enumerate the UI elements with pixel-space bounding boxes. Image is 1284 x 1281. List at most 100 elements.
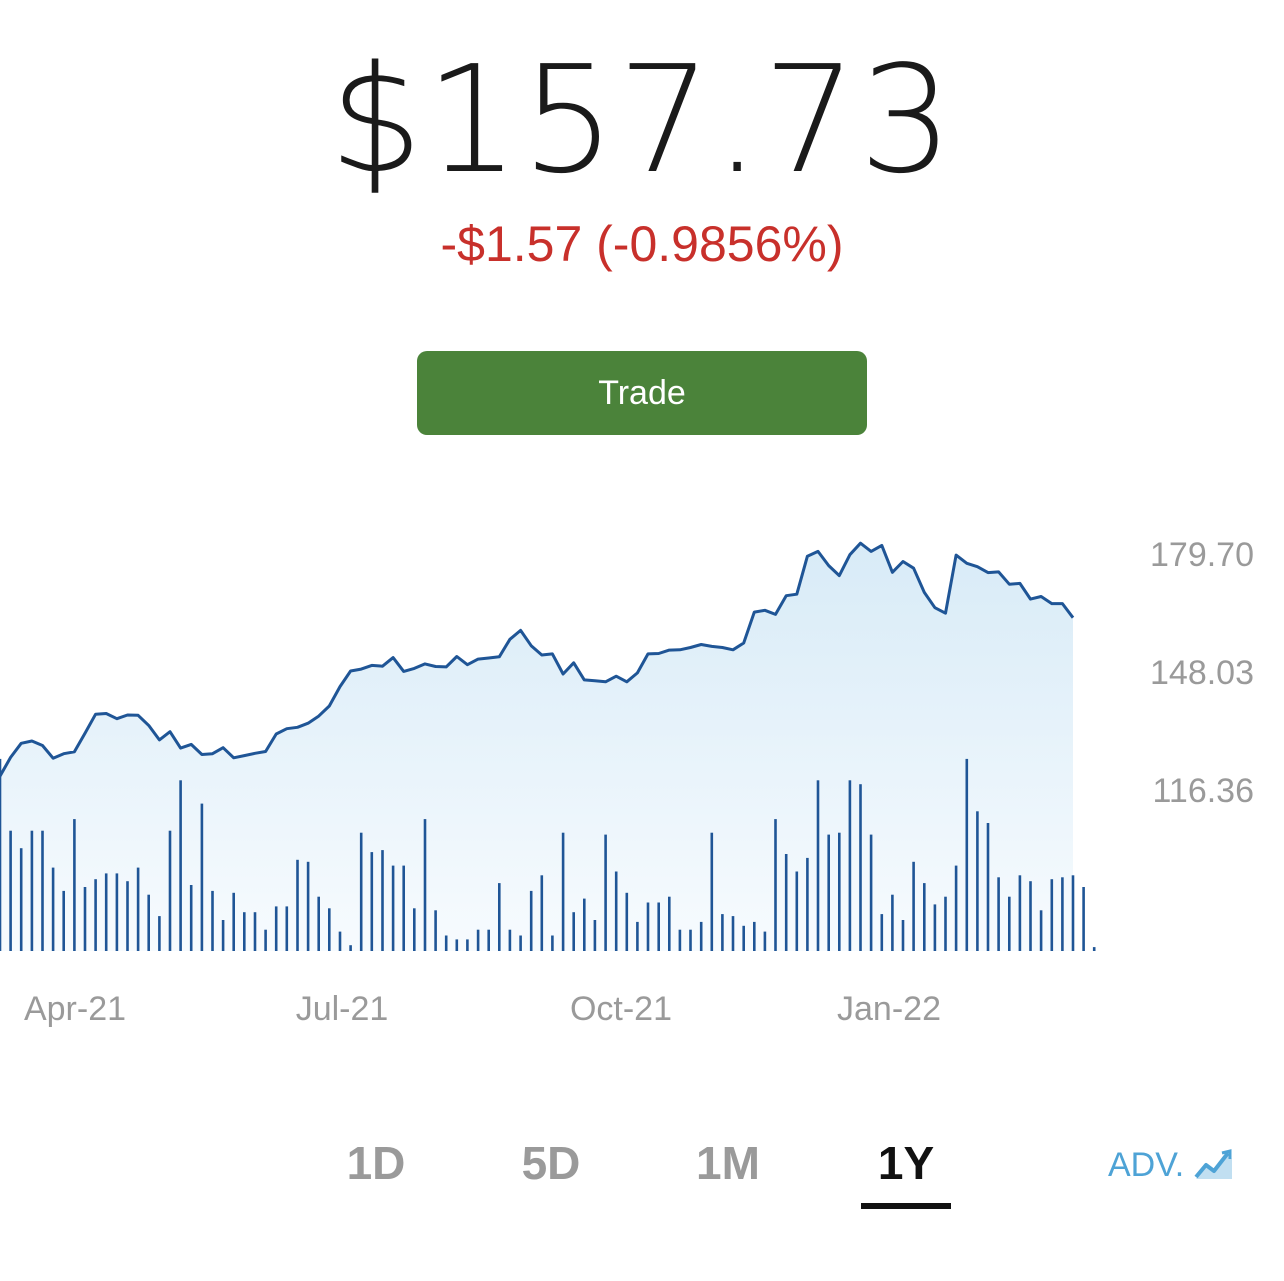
volume-bar xyxy=(774,819,777,951)
y-tick-label: 116.36 xyxy=(1153,772,1254,810)
volume-bar xyxy=(593,920,597,951)
volume-bar xyxy=(668,896,671,951)
volume-bar xyxy=(869,834,873,951)
adv-label: ADV. xyxy=(1108,1145,1185,1184)
trade-button[interactable]: Trade xyxy=(417,351,867,435)
volume-bar xyxy=(1029,881,1032,951)
volume-bar xyxy=(391,865,395,951)
price-line xyxy=(0,541,1075,777)
x-tick-label: Jul-21 xyxy=(296,990,389,1028)
volume-bar xyxy=(954,865,958,951)
volume-bar xyxy=(933,904,937,951)
volume-bar xyxy=(572,912,575,951)
volume-bar xyxy=(243,912,246,951)
tab-1d[interactable]: 1D xyxy=(346,1137,406,1189)
volume-bar xyxy=(806,857,809,951)
tab-5d[interactable]: 5D xyxy=(521,1137,581,1189)
volume-bar xyxy=(0,758,2,951)
volume-bar xyxy=(1050,879,1054,951)
volume-bar xyxy=(221,920,225,951)
volume-bar xyxy=(965,758,969,951)
volume-bar xyxy=(784,854,788,951)
volume-bar xyxy=(646,902,650,951)
timeframe-tabs: 1D 5D 1M 1Y xyxy=(0,1130,1284,1220)
volume-bar xyxy=(944,896,947,951)
volume-bar xyxy=(9,830,12,951)
volume-bar xyxy=(455,939,459,951)
advanced-chart-icon xyxy=(1194,1149,1233,1179)
volume-bar xyxy=(1082,887,1085,951)
volume-bar xyxy=(604,834,607,951)
volume-bar xyxy=(753,921,756,951)
volume-bar xyxy=(923,883,926,951)
volume-bar xyxy=(986,823,990,951)
advanced-chart-button[interactable]: ADV. xyxy=(1108,1140,1234,1190)
volume-bar xyxy=(561,832,565,951)
volume-bar xyxy=(253,912,257,951)
volume-bar xyxy=(614,871,618,951)
x-tick-label: Oct-21 xyxy=(570,990,672,1028)
volume-bar xyxy=(51,867,55,951)
volume-bar xyxy=(232,892,235,951)
y-tick-label: 148.03 xyxy=(1150,654,1254,692)
volume-bar xyxy=(158,916,161,951)
x-tick-label: Apr-21 xyxy=(24,990,126,1028)
stock-price: $157.73 xyxy=(328,34,956,206)
volume-bar xyxy=(880,914,884,951)
volume-bar xyxy=(487,929,490,951)
volume-bar xyxy=(583,898,586,951)
volume-bar xyxy=(551,935,554,951)
volume-bar xyxy=(763,931,767,951)
volume-bar xyxy=(296,859,299,951)
volume-bar xyxy=(529,890,533,951)
volume-bar xyxy=(795,871,799,951)
volume-bar xyxy=(434,910,437,951)
price-area xyxy=(0,543,1073,951)
volume-bar xyxy=(508,929,512,951)
tab-1y[interactable]: 1Y xyxy=(877,1137,935,1189)
volume-bar xyxy=(976,811,979,951)
volume-bar xyxy=(73,819,76,951)
volume-bar xyxy=(115,873,119,951)
volume-bar xyxy=(848,780,852,951)
volume-bar xyxy=(179,780,182,951)
volume-bar xyxy=(211,890,214,951)
volume-bar xyxy=(997,877,1000,951)
volume-bar xyxy=(625,892,629,951)
volume-bar xyxy=(328,908,331,951)
volume-bar xyxy=(699,921,703,951)
tab-1m[interactable]: 1M xyxy=(696,1137,760,1189)
volume-bar xyxy=(264,929,267,951)
volume-bar xyxy=(838,832,841,951)
volume-bar xyxy=(466,939,469,951)
volume-bar xyxy=(338,931,342,951)
volume-bar xyxy=(30,830,34,951)
volume-bar xyxy=(1092,947,1096,951)
volume-bar xyxy=(317,896,320,951)
volume-bar xyxy=(444,935,448,951)
volume-bar xyxy=(94,879,97,951)
volume-bar xyxy=(678,929,682,951)
volume-bar xyxy=(519,935,522,951)
price-chart[interactable]: 179.70 148.03 116.36 Apr-21 Jul-21 Oct-21 Jan-… xyxy=(0,520,1284,1060)
volume-bar xyxy=(891,894,894,951)
volume-bar xyxy=(476,929,480,951)
volume-bar xyxy=(168,830,172,951)
volume-bar xyxy=(359,832,363,951)
volume-bar xyxy=(189,885,193,951)
volume-bar xyxy=(83,887,87,951)
volume-bar xyxy=(62,890,65,951)
volume-bar xyxy=(1061,877,1064,951)
volume-bar xyxy=(1071,875,1075,951)
volume-bar xyxy=(912,861,915,951)
volume-bar xyxy=(731,916,735,951)
volume-bar xyxy=(721,914,724,951)
volume-bar xyxy=(657,902,660,951)
volume-bar xyxy=(498,883,501,951)
volume-bar xyxy=(370,852,374,951)
volume-bar xyxy=(742,925,745,951)
volume-bar xyxy=(104,873,108,951)
x-tick-label: Jan-22 xyxy=(837,990,941,1028)
volume-bar xyxy=(402,865,405,951)
y-tick-label: 179.70 xyxy=(1150,536,1254,574)
